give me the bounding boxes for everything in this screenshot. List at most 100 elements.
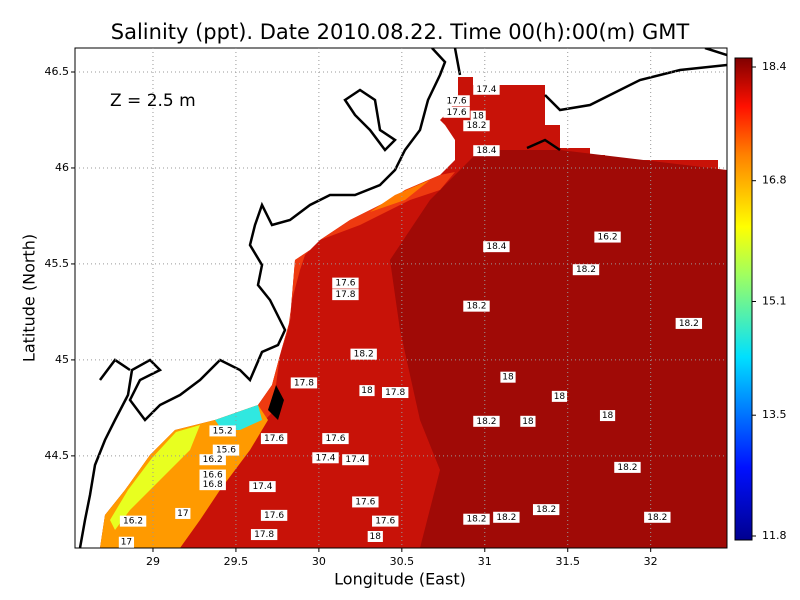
chart-title: Salinity (ppt). Date 2010.08.22. Time 00…: [111, 20, 690, 44]
contour-label: 16.6: [199, 469, 226, 481]
contour-label-box: [175, 507, 191, 519]
contour-label: 15.2: [209, 425, 236, 437]
contour-label-box: [199, 454, 226, 466]
contour-label-box: [614, 461, 641, 473]
contour-label-box: [483, 241, 510, 253]
contour-label-box: [332, 277, 359, 289]
contour-label-text: 18.4: [476, 146, 496, 156]
contour-label: 17.6: [352, 496, 379, 508]
contour-label-box: [443, 106, 470, 118]
contour-label-box: [532, 504, 560, 516]
contour-label-box: [359, 385, 375, 397]
contour-label-text: 16.2: [123, 517, 143, 527]
contour-label: 17: [118, 536, 135, 548]
contour-label: 17.4: [312, 452, 339, 464]
coastline: [78, 48, 727, 548]
contour-label-text: 17.6: [355, 497, 375, 507]
contour-label-text: 18.2: [647, 513, 667, 523]
contour-label-text: 17.6: [335, 279, 355, 289]
contour-label-text: 16.6: [203, 471, 223, 481]
colorbar-tick-label: 13.5: [762, 408, 787, 421]
contour-label: 18.2: [614, 461, 641, 473]
contour-label-box: [463, 120, 490, 132]
contour-label-box: [594, 231, 621, 243]
x-tick-label: 30.5: [390, 555, 415, 568]
colorbar-tick-label: 11.8: [762, 529, 787, 542]
contour-label: 17.4: [249, 481, 276, 493]
contour-label-text: 18: [522, 417, 534, 427]
plume-field: [268, 385, 284, 420]
contour-label: 18: [359, 385, 375, 397]
contour-label: 17.8: [381, 387, 409, 399]
x-tick-label: 30: [312, 555, 326, 568]
contour-label: 17.8: [250, 529, 278, 541]
contour-label: 17.6: [260, 509, 288, 521]
contour-label-text: 18: [502, 373, 514, 383]
plume-field: [110, 425, 200, 530]
x-tick-label: 29: [146, 555, 160, 568]
contour-label: 18: [599, 410, 616, 422]
contour-label-text: 18: [370, 532, 382, 542]
contour-label: 18.2: [532, 504, 560, 516]
contour-label: 17: [175, 507, 191, 519]
contour-label-text: 17.6: [264, 511, 284, 521]
x-tick-label: 29.5: [224, 555, 249, 568]
contour-label-text: 18.2: [476, 417, 496, 427]
contour-label-text: 17.6: [325, 434, 345, 444]
contour-label-box: [119, 515, 147, 527]
contour-label: 18.2: [572, 264, 600, 276]
contour-label-text: 16.8: [203, 480, 223, 490]
contour-label-box: [342, 454, 369, 466]
offshore-field: [390, 150, 727, 548]
contour-label-text: 18.2: [466, 515, 486, 525]
contour-label-text: 16.2: [203, 455, 223, 465]
field: [78, 48, 727, 548]
contour-label-text: 18.2: [617, 463, 637, 473]
contour-label-text: 17.6: [375, 517, 395, 527]
contour-label: 18.2: [493, 511, 520, 523]
contour-label-text: 18: [472, 112, 484, 122]
contour-label: 16.8: [199, 479, 226, 491]
contour-label-text: 17.4: [345, 455, 365, 465]
contour-label-box: [352, 496, 379, 508]
contour-label-box: [372, 515, 399, 527]
contour-label-text: 17.4: [315, 453, 335, 463]
y-tick-label: 44.5: [45, 449, 70, 462]
contour-label-box: [463, 513, 490, 525]
contour-label: 18.2: [463, 513, 490, 525]
contour-label-text: 17.4: [476, 85, 496, 95]
contour-label: 16.2: [199, 454, 226, 466]
contour-label-box: [290, 377, 318, 389]
contour-label: 17.8: [290, 377, 318, 389]
contour-label-box: [260, 509, 288, 521]
colorbar-tick-label: 18.4: [762, 60, 787, 73]
contour-label: 18.2: [644, 511, 671, 523]
contour-label: 17.6: [372, 515, 399, 527]
contour-label-text: 17.8: [294, 378, 314, 388]
contour-label-box: [675, 317, 703, 329]
contour-label-text: 18.4: [486, 242, 506, 252]
contour-label-text: 17.8: [335, 290, 355, 300]
contour-label-box: [250, 529, 278, 541]
contour-label: 18.2: [473, 415, 500, 427]
contour-label-box: [199, 469, 226, 481]
contour-label: 16.2: [594, 231, 621, 243]
contour-label-box: [332, 289, 359, 301]
contour-label: 18.2: [350, 348, 377, 360]
contour-label: 17.4: [342, 454, 369, 466]
contour-label-box: [443, 95, 470, 107]
contour-label-text: 18.2: [576, 265, 596, 275]
contour-label: 18.4: [473, 145, 500, 157]
contour-label: 18.2: [463, 300, 490, 312]
contour-label-box: [260, 433, 288, 445]
contour-label-box: [312, 452, 339, 464]
colorbar-tick-label: 15.1: [762, 295, 787, 308]
y-axis-label: Latitude (North): [20, 234, 39, 362]
y-tick-label: 45: [55, 353, 69, 366]
contour-label-text: 18.2: [466, 302, 486, 312]
contour-label-text: 18.2: [679, 319, 699, 329]
contour-label-text: 17.6: [447, 96, 467, 106]
plume-field: [100, 405, 268, 548]
contour-label-box: [463, 300, 490, 312]
